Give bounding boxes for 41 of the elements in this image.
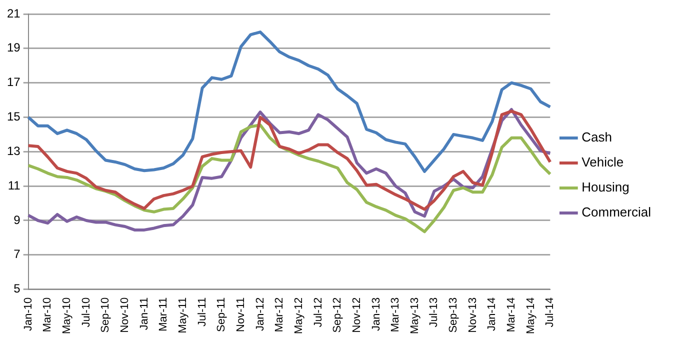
x-tick-label: Sep-10: [100, 297, 112, 333]
x-tick-label: Jan-14: [486, 297, 498, 331]
x-tick-label: Jul-13: [428, 297, 440, 328]
x-tick-label: Jul-14: [544, 297, 556, 328]
x-tick-label: Nov-10: [119, 297, 132, 333]
x-tick-label: Nov-11: [234, 297, 247, 332]
x-tick-label: May-11: [176, 297, 189, 334]
x-tick-label: May-10: [61, 297, 74, 334]
legend-label: Commercial: [582, 204, 652, 220]
y-tick-label: 17: [6, 75, 21, 90]
x-tick-label: Nov-12: [350, 297, 363, 333]
y-tick-label: 15: [6, 110, 21, 124]
y-tick-label: 11: [8, 178, 21, 192]
x-tick-label: Jan-11: [138, 297, 150, 330]
x-tick-label: Sep-12: [332, 297, 344, 333]
x-tick-label: Jul-12: [312, 297, 324, 328]
y-tick-label: 13: [6, 144, 21, 158]
x-tick-label: Mar-13: [390, 297, 402, 332]
x-tick-label: Jul-10: [80, 297, 92, 328]
x-tick-label: Jan-13: [370, 297, 382, 331]
x-tick-label: Mar-12: [274, 297, 286, 332]
x-tick-label: Jul-11: [196, 297, 208, 326]
y-tick-label: 7: [14, 247, 21, 262]
legend-label: Cash: [582, 130, 612, 145]
x-tick-label: Jan-12: [254, 297, 266, 331]
x-tick-label: Sep-11: [216, 297, 228, 332]
y-tick-label: 9: [14, 212, 21, 227]
y-tick-label: 19: [6, 40, 21, 55]
x-tick-label: Mar-11: [158, 297, 170, 332]
y-tick-label: 21: [6, 6, 21, 20]
legend-label: Vehicle: [582, 154, 624, 170]
x-tick-label: Mar-14: [506, 297, 518, 332]
y-tick-label: 5: [14, 282, 21, 296]
x-tick-label: Jan-10: [22, 297, 34, 331]
x-tick-label: Nov-13: [466, 297, 479, 333]
x-tick-label: May-12: [292, 297, 305, 334]
x-tick-label: Mar-10: [42, 297, 54, 332]
legend-label: Housing: [582, 180, 630, 195]
x-tick-label: May-13: [408, 297, 421, 334]
x-tick-label: Sep-13: [448, 297, 460, 333]
x-tick-label: May-14: [524, 297, 537, 334]
